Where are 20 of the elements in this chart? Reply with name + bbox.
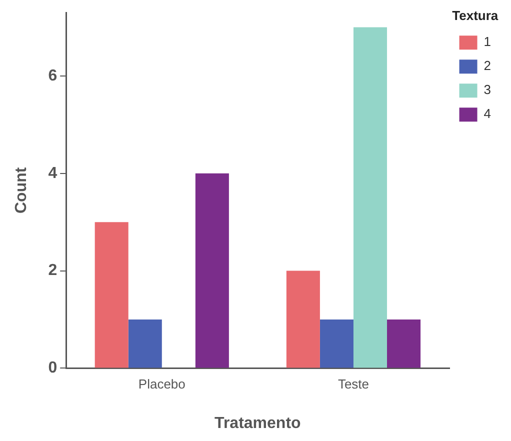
bar [128,319,162,368]
x-axis-title: Tratamento [214,414,302,432]
bar [286,270,320,368]
legend-label: 4 [484,106,492,122]
legend-title: Textura [452,8,499,24]
legend-label: 2 [484,58,492,74]
y-tick-label: 4 [48,164,58,182]
y-axis-title: Count [13,166,30,214]
bar [387,319,421,368]
legend-label: 1 [484,34,492,50]
bar [320,319,354,368]
x-tick-label: Teste [338,376,370,392]
bar [195,173,229,368]
x-tick-label: Placebo [138,376,186,392]
y-tick-label: 6 [48,67,58,84]
legend-label: 3 [484,82,492,98]
bar [353,27,388,368]
y-tick-label: 2 [48,262,58,280]
bar [94,222,128,368]
y-tick-label: 0 [48,360,58,377]
